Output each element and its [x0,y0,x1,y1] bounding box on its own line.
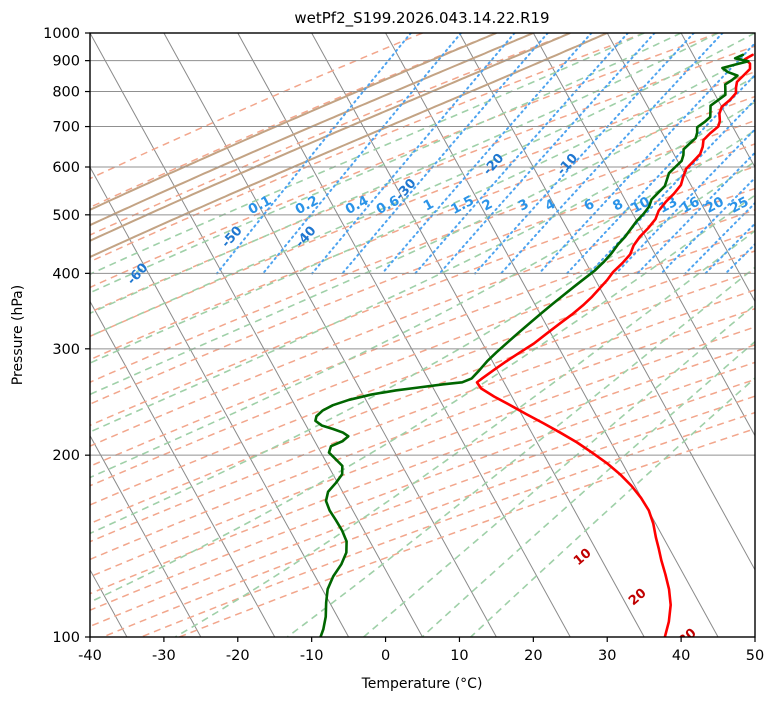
pseudo-adiabat [90,33,571,242]
dry-adiabat [90,33,645,263]
isotherm-line [90,300,276,637]
y-tick-label: 500 [52,208,80,224]
moist-adiabat [90,75,755,396]
isotherm-line [606,33,755,303]
dry-adiabat [90,143,755,405]
x-tick-label: 40 [672,648,690,664]
sounding-curves [314,53,754,637]
mixing-ratio-label: 13 [656,194,680,217]
dry-adiabat-label: 30 [676,626,700,649]
dry-adiabat [90,33,719,289]
dry-adiabat [90,378,755,628]
y-tick-label: 800 [52,85,80,101]
mixing-ratio-label: 20 [703,194,727,217]
y-tick-label: 900 [52,54,80,70]
dry-adiabat [90,45,755,314]
pseudo-adiabat [90,33,534,227]
x-tick-label: 0 [381,648,390,664]
pressure-gridlines [90,32,755,638]
y-tick-label: 400 [52,266,80,282]
y-tick-label: 300 [52,342,80,358]
dry-adiabat [90,344,755,595]
x-tick-label: -40 [78,648,102,664]
mixing-ratio-label: 16 [678,194,702,217]
y-tick-label: 100 [52,630,80,646]
moist-adiabat [90,194,755,604]
x-tick-label: 30 [598,648,616,664]
y-tick-label: 1000 [43,26,80,42]
isotherm-line [680,33,755,169]
y-axis: 100 200 300 400 500 600 700 800 900 1000 [43,26,90,646]
chart-title: wetPf2_S199.2026.043.14.22.R19 [294,9,549,28]
plot-frame [89,32,756,638]
dry-adiabat [90,33,571,236]
dry-adiabat [90,165,755,427]
moist-adiabat [90,33,755,338]
dry-adiabat [102,395,755,637]
isotherm-line [385,33,719,637]
dry-adiabat [90,269,755,525]
isotherm-line [163,33,497,637]
pseudo-adiabat [90,33,608,259]
isotherm-line [532,33,755,437]
dry-adiabat [90,361,755,612]
isotherm-line [311,33,645,637]
x-tick-label: -20 [226,648,250,664]
y-tick-label: 600 [52,160,80,176]
y-tick-label: 700 [52,120,80,136]
dewpoint-curve [314,53,750,637]
dry-adiabat [90,326,755,578]
dry-adiabat [90,289,755,543]
moist-adiabat [90,33,719,315]
isotherm-line [90,33,423,637]
pseudo-adiabat [90,33,497,211]
y-tick-label: 200 [52,448,80,464]
x-tick-label: 50 [746,648,764,664]
x-axis-label: Temperature (°C) [361,676,483,692]
isotherm-line [90,166,350,637]
x-tick-label: -10 [300,648,324,664]
moist-adiabat [174,229,755,637]
dry-adiabat [90,33,497,209]
moist-adiabat [90,160,755,535]
y-axis-label: Pressure (hPa) [10,285,26,385]
x-axis: -40 -30 -20 -10 0 10 20 30 40 50 [78,637,764,664]
mixing-ratio-label: 25 [727,194,751,217]
moist-adiabat [90,33,682,294]
dry-adiabat [90,33,423,180]
x-tick-label: 10 [450,648,468,664]
dry-adiabat [90,307,755,561]
moist-adiabat [90,101,755,433]
temperature-curve [475,53,754,637]
x-tick-label: 20 [524,648,542,664]
moist-adiabat [90,52,755,364]
dry-adiabat [90,187,755,447]
x-tick-label: -30 [152,648,176,664]
moist-adiabat [421,340,755,637]
